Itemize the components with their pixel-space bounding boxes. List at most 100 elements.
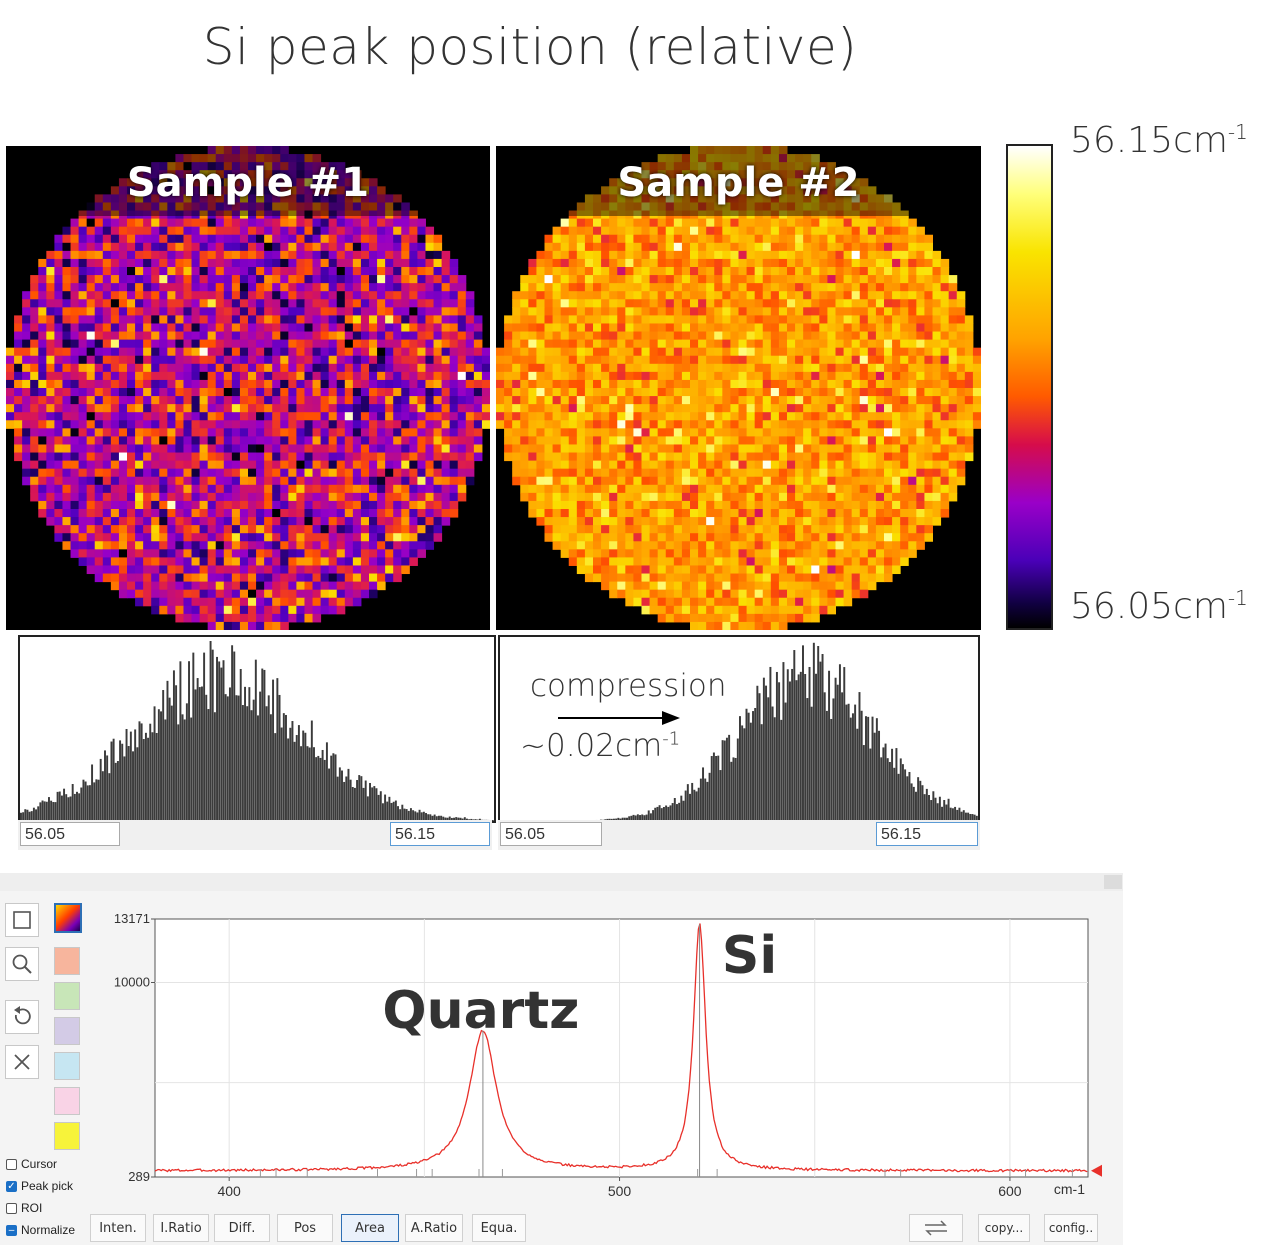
map-pixel	[231, 541, 241, 550]
map-pixel	[369, 509, 378, 518]
map-pixel	[78, 242, 88, 252]
map-pixel	[449, 460, 459, 470]
map-pixel	[135, 444, 144, 454]
map-pixel	[102, 267, 112, 276]
map-pixel	[336, 436, 346, 445]
map-pixel	[908, 371, 917, 381]
map-pixel	[256, 186, 265, 195]
map-pixel	[312, 186, 322, 195]
map-pixel	[819, 412, 828, 421]
map-pixel	[819, 428, 828, 437]
map-pixel	[167, 234, 176, 244]
map-pixel	[70, 444, 80, 454]
map-pixel	[649, 210, 659, 220]
map-pixel	[520, 396, 529, 405]
map-pixel	[584, 315, 594, 324]
map-pixel	[223, 525, 233, 534]
map-pixel	[441, 379, 451, 389]
map-pixel	[827, 275, 836, 284]
map-pixel	[167, 178, 176, 187]
map-pixel	[625, 258, 634, 268]
map-pixel	[248, 436, 257, 445]
map-pixel	[183, 605, 193, 615]
map-pixel	[14, 412, 23, 421]
map-pixel	[239, 517, 249, 526]
map-pixel	[770, 162, 780, 171]
map-pixel	[722, 307, 731, 316]
map-pixel	[811, 194, 820, 203]
map-pixel	[393, 347, 402, 357]
map-pixel	[231, 283, 241, 292]
map-pixel	[560, 347, 570, 357]
map-pixel	[738, 194, 748, 203]
map-pixel	[223, 283, 233, 292]
map-pixel	[441, 250, 451, 260]
map-pixel	[673, 355, 683, 365]
map-pixel	[803, 323, 812, 333]
map-pixel	[536, 476, 545, 486]
map-pixel	[690, 388, 699, 397]
map-pixel	[633, 170, 642, 179]
map-pixel	[568, 315, 578, 324]
map-pixel	[778, 484, 788, 494]
map-pixel	[135, 299, 144, 308]
map-pixel	[465, 299, 475, 308]
map-pixel	[159, 379, 168, 389]
map-pixel	[875, 476, 885, 486]
map-pixel	[778, 347, 788, 357]
map-pixel	[223, 396, 233, 405]
map-pixel	[78, 404, 88, 413]
map-pixel	[916, 379, 925, 389]
map-pixel	[528, 339, 537, 349]
map-pixel	[859, 194, 869, 203]
map-pixel	[320, 210, 330, 220]
map-pixel	[425, 234, 435, 244]
map-pixel	[641, 234, 651, 244]
map-pixel	[167, 275, 176, 284]
map-pixel	[191, 468, 201, 478]
map-pixel	[256, 299, 265, 308]
map-pixel	[528, 460, 537, 470]
map-pixel	[377, 533, 386, 542]
map-pixel	[746, 178, 756, 187]
map-pixel	[183, 565, 193, 575]
map-pixel	[473, 379, 483, 389]
map-pixel	[803, 476, 812, 486]
map-pixel	[264, 379, 273, 389]
map-pixel	[38, 355, 47, 365]
map-pixel	[264, 460, 273, 470]
map-pixel	[690, 339, 699, 349]
map-pixel	[593, 452, 602, 462]
map-pixel	[593, 436, 602, 445]
map-pixel	[102, 283, 112, 292]
map-pixel	[135, 388, 144, 397]
map-pixel	[102, 509, 112, 518]
map-pixel	[336, 517, 346, 526]
map-pixel	[78, 436, 88, 445]
map-pixel	[722, 396, 731, 405]
map-pixel	[433, 420, 443, 429]
map-pixel	[787, 242, 796, 252]
map-pixel	[568, 339, 578, 349]
map-pixel	[352, 589, 362, 599]
map-pixel	[584, 404, 594, 413]
map-pixel	[320, 226, 330, 236]
map-pixel	[851, 178, 861, 187]
map-pixel	[409, 291, 418, 300]
map-pixel	[401, 283, 410, 292]
map-pixel	[504, 420, 513, 429]
map-pixel	[207, 242, 217, 252]
map-pixel	[576, 404, 586, 413]
map-pixel	[369, 565, 378, 575]
map-pixel	[940, 420, 950, 429]
map-pixel	[159, 533, 168, 542]
map-pixel	[948, 323, 958, 333]
map-pixel	[730, 234, 739, 244]
map-pixel	[762, 299, 772, 308]
map-pixel	[714, 226, 723, 236]
map-pixel	[385, 460, 394, 470]
map-pixel	[746, 379, 756, 389]
map-pixel	[649, 347, 659, 357]
map-pixel	[239, 178, 249, 187]
map-pixel	[900, 444, 909, 454]
